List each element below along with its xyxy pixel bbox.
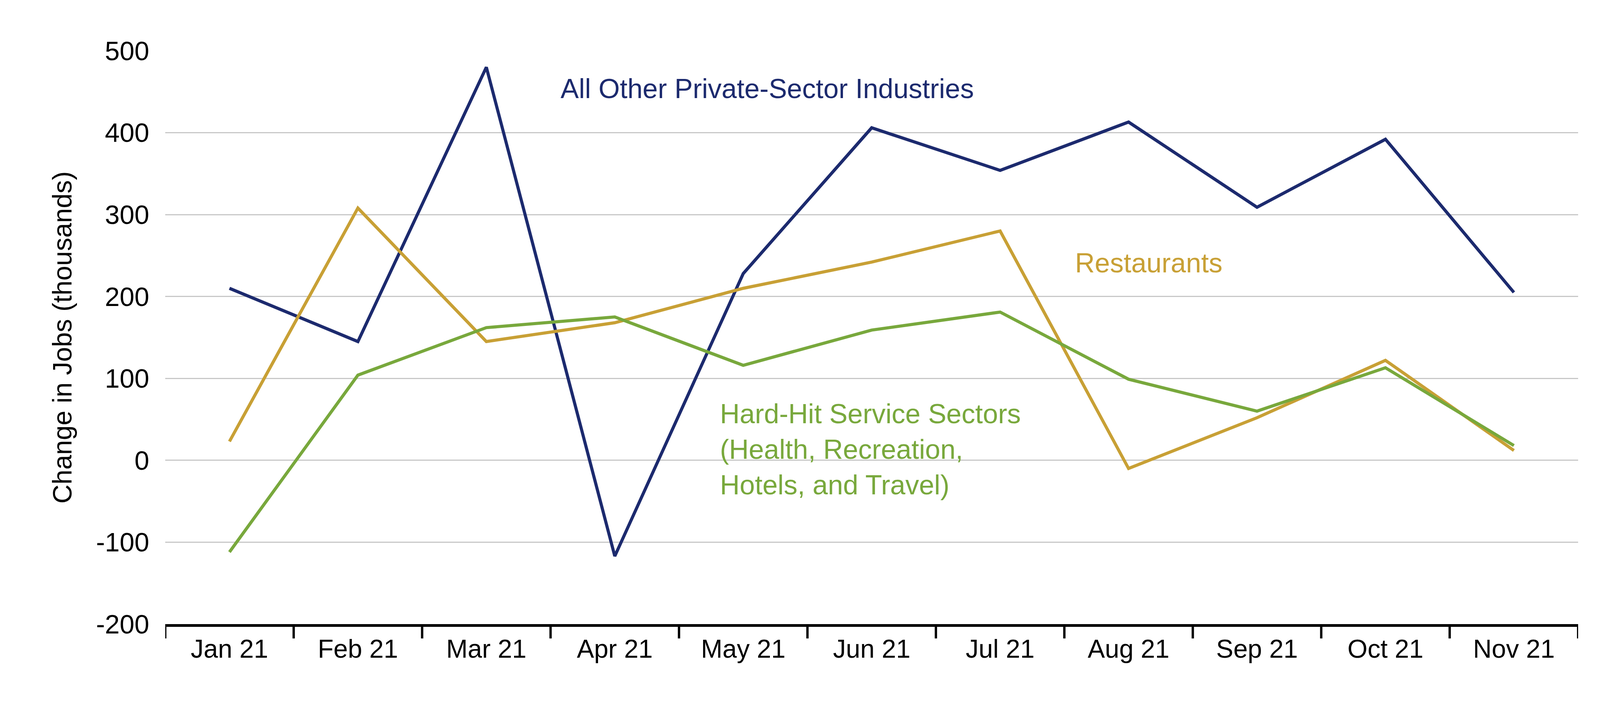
svg-text:Oct 21: Oct 21 [1347, 633, 1424, 663]
svg-text:200: 200 [105, 281, 150, 312]
svg-text:-200: -200 [96, 608, 150, 639]
svg-text:100: 100 [105, 363, 150, 393]
svg-text:Restaurants: Restaurants [1075, 247, 1223, 279]
svg-text:400: 400 [105, 117, 150, 148]
svg-text:Aug 21: Aug 21 [1087, 633, 1170, 663]
svg-text:Change in Jobs (thousands): Change in Jobs (thousands) [47, 171, 77, 504]
svg-text:All Other Private-Sector Indus: All Other Private-Sector Industries [560, 73, 974, 104]
svg-text:Sep 21: Sep 21 [1216, 633, 1298, 663]
svg-text:300: 300 [105, 199, 150, 230]
svg-text:Jun 21: Jun 21 [832, 633, 911, 663]
svg-text:500: 500 [105, 35, 150, 66]
svg-text:-100: -100 [96, 526, 150, 557]
svg-text:0: 0 [134, 445, 150, 475]
svg-text:Jan 21: Jan 21 [190, 633, 268, 663]
svg-text:Mar 21: Mar 21 [446, 633, 527, 663]
svg-text:Nov 21: Nov 21 [1473, 633, 1555, 663]
svg-text:May 21: May 21 [700, 633, 786, 663]
svg-text:Jul 21: Jul 21 [965, 633, 1035, 663]
svg-text:Hard-Hit Service Sectors(Healt: Hard-Hit Service Sectors(Health, Recreat… [719, 398, 1021, 500]
svg-text:Feb 21: Feb 21 [317, 633, 398, 663]
svg-text:Apr 21: Apr 21 [576, 633, 653, 663]
